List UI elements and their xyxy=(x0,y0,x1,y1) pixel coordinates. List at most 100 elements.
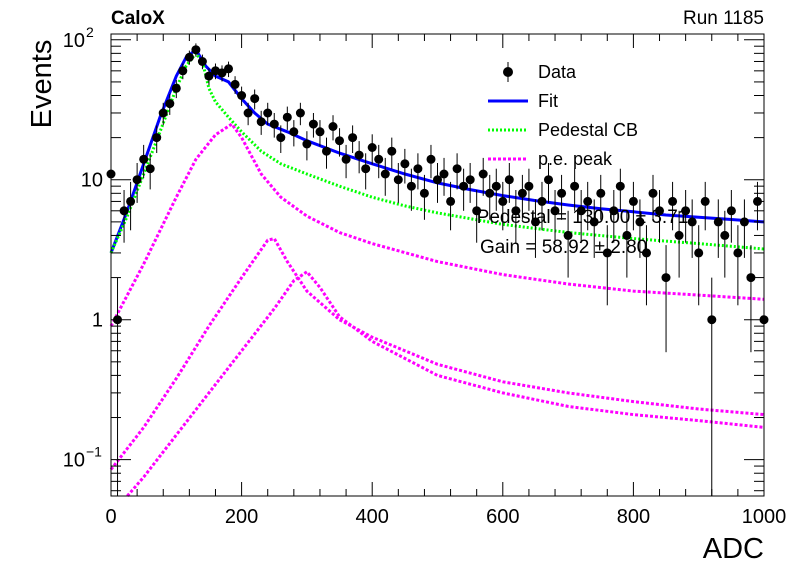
data-point xyxy=(681,206,691,216)
data-point xyxy=(348,133,358,143)
data-point xyxy=(687,217,697,227)
data-point xyxy=(713,217,723,227)
data-point xyxy=(563,230,573,240)
data-point xyxy=(322,146,331,156)
data-point xyxy=(739,217,749,227)
data-point xyxy=(400,159,410,169)
data-point xyxy=(531,217,540,227)
data-point xyxy=(589,217,599,227)
data-point xyxy=(341,154,351,164)
data-point xyxy=(126,196,136,206)
fit-annotation: Pedestal = 130.00 ± 3.71 xyxy=(477,207,689,228)
data-point xyxy=(419,188,429,198)
data-point xyxy=(393,175,403,185)
experiment-label: CaloX xyxy=(111,8,165,29)
fit-annotation: Gain = 58.92 ± 2.80 xyxy=(480,237,647,258)
data-point xyxy=(622,230,632,240)
data-point xyxy=(295,108,305,118)
legend-label: Data xyxy=(538,62,577,82)
x-tick-label: 400 xyxy=(356,506,389,528)
data-point xyxy=(230,79,240,89)
legend-marker-data xyxy=(503,67,513,77)
y-tick-label: 10 xyxy=(81,170,103,192)
data-point xyxy=(446,196,456,206)
x-tick-label: 1000 xyxy=(742,506,787,528)
plot-frame xyxy=(110,33,765,497)
data-point xyxy=(204,71,214,81)
data-point xyxy=(544,175,553,185)
data-point xyxy=(524,181,534,191)
data-point xyxy=(197,57,207,66)
data-point xyxy=(158,108,168,118)
data-point xyxy=(269,119,279,129)
data-point xyxy=(661,273,671,283)
data-point xyxy=(367,143,377,152)
data-point xyxy=(550,206,560,216)
data-point xyxy=(217,68,227,78)
data-point xyxy=(224,64,233,74)
data-point xyxy=(700,196,710,206)
data-point xyxy=(354,150,364,160)
x-tick-label: 200 xyxy=(225,506,258,528)
data-point xyxy=(642,248,651,258)
data-point xyxy=(139,154,149,164)
data-point xyxy=(635,217,645,227)
data-point xyxy=(655,206,664,216)
data-point xyxy=(361,164,371,174)
x-axis-label: ADC xyxy=(703,533,764,565)
data-point xyxy=(609,206,619,216)
data-point xyxy=(726,206,736,216)
fit-annotations: Pedestal = 130.00 ± 3.71 Gain = 58.92 ± 2… xyxy=(477,207,689,258)
data-point xyxy=(537,196,547,206)
data-point xyxy=(504,175,514,185)
legend-label: p.e. peak xyxy=(538,149,613,169)
data-point xyxy=(459,181,469,191)
data-point xyxy=(282,112,292,122)
data-point xyxy=(628,196,638,206)
data-point xyxy=(576,206,586,216)
y-axis-label: Events xyxy=(26,40,58,129)
y-tick-label: 10 xyxy=(63,30,85,52)
legend: Data Fit Pedestal CB p.e. peak xyxy=(488,62,638,169)
data-point xyxy=(152,133,162,143)
y-tick-label: 10 xyxy=(63,450,85,472)
curve-pedestal-cb-2 xyxy=(109,50,765,254)
data-point xyxy=(387,146,397,156)
x-tick-label: 800 xyxy=(617,506,650,528)
data-point xyxy=(478,169,488,179)
data-point xyxy=(674,230,684,240)
y-tick-label-exponent: −1 xyxy=(86,444,102,460)
data-point xyxy=(263,108,273,118)
data-point xyxy=(491,181,501,191)
data-point xyxy=(335,136,344,146)
curve-p-e-peak-4 xyxy=(109,236,765,471)
data-point xyxy=(145,164,155,174)
data-point xyxy=(191,45,201,55)
data-point xyxy=(465,175,475,185)
data-point xyxy=(648,188,658,198)
x-tick-label: 0 xyxy=(105,506,116,528)
x-tick-label: 600 xyxy=(486,506,519,528)
data-point xyxy=(178,66,188,76)
data-point xyxy=(171,83,181,93)
data-point xyxy=(184,52,194,62)
data-point xyxy=(243,108,253,118)
data-point xyxy=(602,248,612,258)
data-point xyxy=(276,133,286,143)
legend-label: Fit xyxy=(538,91,558,111)
data-point xyxy=(308,119,318,129)
data-point xyxy=(132,175,142,185)
data-point xyxy=(413,164,423,174)
data-point xyxy=(746,273,756,283)
data-point xyxy=(302,139,312,149)
data-point xyxy=(250,94,260,104)
data-point xyxy=(720,230,730,240)
data-point xyxy=(406,181,416,191)
data-point xyxy=(707,315,717,325)
data-point xyxy=(596,188,606,198)
y-tick-label: 1 xyxy=(92,310,103,332)
data-point xyxy=(452,164,462,174)
